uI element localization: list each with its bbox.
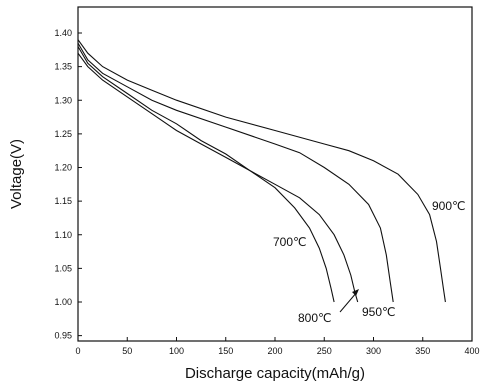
y-tick-label: 1.10 — [54, 230, 72, 240]
plot-frame — [77, 6, 473, 342]
x-tick-label: 200 — [267, 346, 282, 356]
arrow-800-shaft — [339, 291, 358, 313]
series-label-800: 800℃ — [298, 311, 332, 325]
series-label-900: 900℃ — [432, 199, 466, 213]
y-tick-label: 1.15 — [54, 196, 72, 206]
y-tick-label: 1.35 — [54, 62, 72, 72]
series-line-800 — [77, 52, 359, 303]
series-label-950: 950℃ — [362, 305, 396, 319]
series-label-700: 700℃ — [273, 235, 307, 249]
series-line-900 — [77, 39, 446, 303]
x-tick-label: 350 — [415, 346, 430, 356]
x-tick-label: 50 — [122, 346, 132, 356]
y-tick-label: 0.95 — [54, 331, 72, 341]
y-tick-label: 1.40 — [54, 28, 72, 38]
series-lines — [77, 39, 446, 303]
arrow-800-head — [352, 289, 359, 296]
series-annotations — [339, 289, 359, 313]
x-tick-label: 250 — [317, 346, 332, 356]
x-tick-label: 0 — [75, 346, 80, 356]
x-tick-label: 100 — [169, 346, 184, 356]
y-axis-title: Voltage(V) — [8, 139, 25, 209]
x-axis-title: Discharge capacity(mAh/g) — [185, 365, 365, 382]
axis-ticks: 0 50 100 150 200 250 300 350 400 0.95 1.00 1.05 1.10… — [54, 28, 479, 356]
x-tick-label: 400 — [464, 346, 479, 356]
y-tick-label: 1.20 — [54, 163, 72, 173]
x-tick-label: 150 — [218, 346, 233, 356]
y-tick-label: 1.00 — [54, 297, 72, 307]
y-tick-label: 1.30 — [54, 95, 72, 105]
x-tick-label: 300 — [366, 346, 381, 356]
series-line-950 — [77, 42, 394, 303]
series-line-700 — [77, 46, 335, 303]
y-tick-label: 1.25 — [54, 129, 72, 139]
y-tick-label: 1.05 — [54, 263, 72, 273]
